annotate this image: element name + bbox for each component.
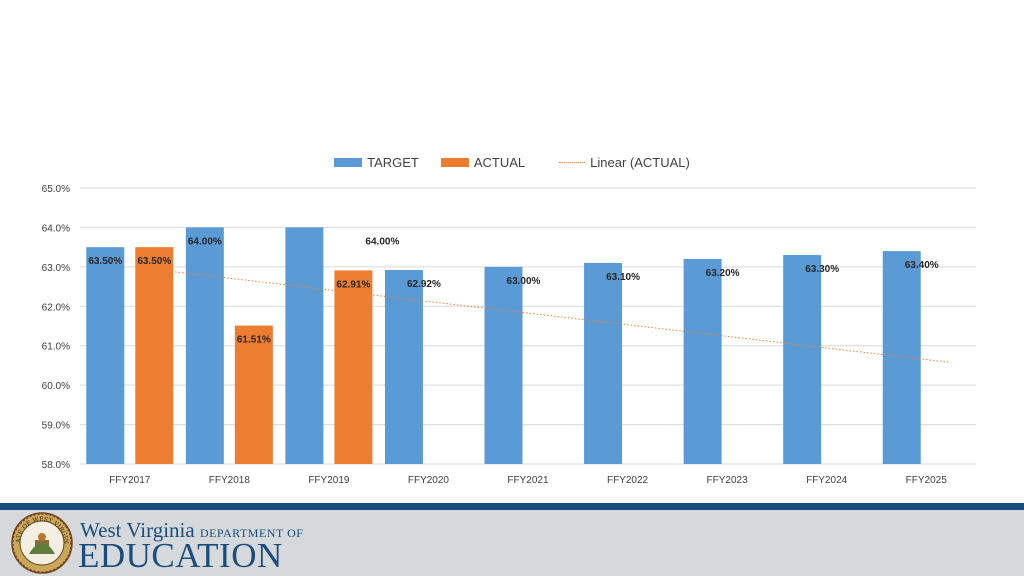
target-data-label: 63.30%: [805, 264, 839, 275]
legend-swatch-trendline: [559, 162, 586, 163]
y-tick-label: 62.0%: [42, 302, 70, 313]
target-bar: [783, 255, 822, 464]
target-data-label: 63.20%: [706, 268, 740, 279]
target-data-label: 63.00%: [507, 276, 541, 287]
logo-department-of: DEPARTMENT OF: [199, 526, 304, 540]
target-data-label: 64.00%: [365, 236, 399, 247]
target-data-label: 63.10%: [606, 272, 640, 283]
target-data-label: 63.40%: [905, 260, 939, 271]
x-tick-label: FFY2023: [707, 475, 749, 486]
x-tick-label: FFY2020: [408, 475, 450, 486]
chart-legend: TARGET ACTUAL Linear (ACTUAL): [0, 155, 1024, 170]
x-tick-label: FFY2018: [209, 475, 251, 486]
y-tick-label: 59.0%: [42, 421, 70, 432]
y-tick-label: 65.0%: [42, 184, 70, 195]
logo-state-name: West Virginia: [80, 518, 195, 542]
y-tick-label: 58.0%: [42, 460, 70, 471]
y-tick-label: 60.0%: [42, 381, 70, 392]
y-tick-label: 64.0%: [42, 223, 70, 234]
legend-swatch-target: [334, 158, 363, 167]
target-bar: [86, 247, 125, 464]
y-tick-label: 61.0%: [42, 342, 70, 353]
x-tick-label: FFY2024: [806, 475, 848, 486]
legend-item-trendline: Linear (ACTUAL): [559, 155, 690, 170]
footer-accent-bar: [0, 503, 1024, 510]
state-seal-icon: STATE OF WEST VIRGINIA: [11, 512, 73, 574]
target-bar: [384, 270, 423, 464]
actual-bar: [135, 247, 174, 464]
target-bar: [185, 227, 224, 464]
target-bar: [285, 227, 324, 464]
footer-band: [0, 503, 1024, 576]
legend-item-target: TARGET: [334, 155, 419, 170]
target-bar: [683, 258, 722, 464]
x-tick-label: FFY2019: [308, 475, 350, 486]
x-tick-label: FFY2017: [109, 475, 151, 486]
legend-label-trendline: Linear (ACTUAL): [590, 155, 690, 170]
target-bar: [584, 262, 623, 464]
target-bar: [484, 266, 523, 464]
actual-data-label: 63.50%: [137, 256, 171, 267]
target-data-label: 62.92%: [407, 279, 441, 290]
actual-bar: [334, 270, 373, 464]
actual-bar: [234, 325, 273, 464]
target-data-label: 63.50%: [88, 256, 122, 267]
legend-item-actual: ACTUAL: [440, 155, 526, 170]
logo-line1: West Virginia DEPARTMENT OF: [80, 518, 303, 543]
legend-swatch-actual: [440, 158, 469, 167]
x-tick-label: FFY2022: [607, 475, 649, 486]
x-tick-label: FFY2025: [906, 475, 948, 486]
target-bar: [882, 251, 921, 464]
bar-chart: 58.0% 59.0% 60.0% 61.0% 62.0% 63.0% 64.0% 65.0%…: [42, 184, 976, 486]
actual-data-label: 62.91%: [336, 279, 370, 290]
legend-label-actual: ACTUAL: [473, 155, 526, 170]
logo-education: EDUCATION: [78, 536, 283, 575]
legend-label-target: TARGET: [367, 155, 419, 170]
x-tick-label: FFY2021: [507, 475, 549, 486]
actual-data-label: 61.51%: [237, 335, 271, 346]
trendline: [154, 268, 951, 363]
target-data-label: 64.00%: [188, 236, 222, 247]
y-tick-label: 63.0%: [42, 263, 70, 274]
